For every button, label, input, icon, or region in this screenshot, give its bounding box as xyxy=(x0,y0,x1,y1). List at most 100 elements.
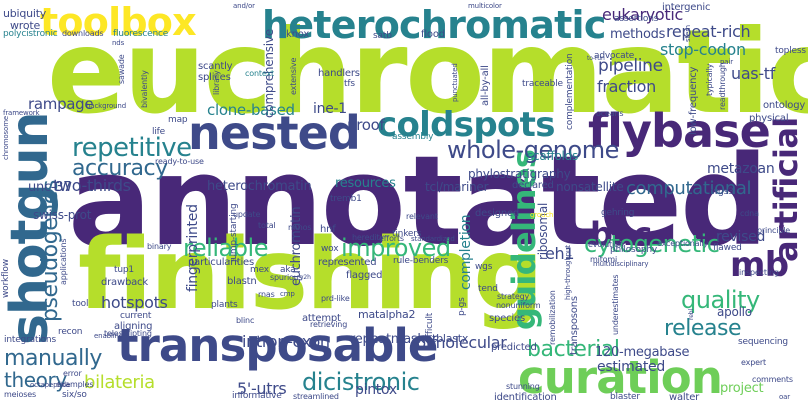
word-telescripting: telescripting xyxy=(104,329,152,338)
word-framework: framework xyxy=(3,109,40,117)
word-exceptionally: exceptionally xyxy=(657,239,709,248)
word-background: background xyxy=(86,102,127,110)
word-manually: manually xyxy=(4,346,103,371)
word-map: map xyxy=(168,115,188,125)
word-integrations: integrations xyxy=(4,335,56,345)
word-mitomi: mitomi xyxy=(590,255,618,264)
word-examples: examples xyxy=(56,380,94,389)
word-metazoan: metazoan xyxy=(707,161,775,177)
word-library: library xyxy=(212,70,221,95)
word-comments: comments xyxy=(752,375,793,384)
word-estimated: estimated xyxy=(597,359,665,375)
word-resources: resources xyxy=(335,176,396,191)
word-repeatmasker: repeatmasker xyxy=(350,332,438,347)
word-declared: declared xyxy=(512,180,554,191)
word-flood: flood xyxy=(421,29,445,40)
word-typically: typically xyxy=(705,63,714,96)
word-polycistronic: polycistronic xyxy=(3,29,58,39)
word-to-run: to-run xyxy=(587,55,605,62)
word-cdna: cdna xyxy=(740,209,759,218)
word-project: project xyxy=(720,381,764,396)
word-aligning: aligning xyxy=(114,321,153,332)
word-low-frequency: low-frequency xyxy=(688,66,699,135)
word-drawback: drawback xyxy=(101,277,148,288)
word-proof: proof xyxy=(347,116,385,134)
word-clone-based: clone-based xyxy=(207,101,295,119)
word-retrieving: retrieving xyxy=(310,320,348,329)
word-designed: designed xyxy=(475,208,520,219)
word-sawade: sawade xyxy=(117,54,126,84)
word-expert: expert xyxy=(741,358,766,367)
word-ine-1: ine-1 xyxy=(313,101,347,117)
word-informative: informative xyxy=(232,391,282,401)
word-blinc: blinc xyxy=(236,316,255,325)
word-heterochromatin: heterochromatin xyxy=(207,179,312,194)
word-scantly: scantly xyxy=(198,61,233,72)
word-topless: topless xyxy=(775,46,806,56)
word-pair: pair xyxy=(720,58,733,66)
word-evolution: evolution xyxy=(588,240,624,249)
word-ubiquity: ubiquity xyxy=(3,7,47,20)
word-mex: mex xyxy=(250,265,269,275)
word-total: total xyxy=(258,221,276,230)
word-high-throughput: high-throughput xyxy=(564,245,572,300)
word-completion: completion xyxy=(458,214,474,290)
word-complementation: complementation xyxy=(565,53,575,130)
word-nested: nested xyxy=(188,106,361,160)
word-walter: walter xyxy=(669,392,700,403)
word-difficult: difficult xyxy=(425,312,435,345)
word-attempt: attempt xyxy=(302,313,341,324)
word-underestimates: underestimates xyxy=(611,274,620,335)
word-extensive: extensive xyxy=(289,57,298,95)
word-heterochromatic: heterochromatic xyxy=(262,3,606,47)
word-physical: physical xyxy=(749,113,789,124)
word-fingerprinted: fingerprinted xyxy=(185,204,201,292)
word-spurious: spurious xyxy=(270,273,303,282)
word-assertions: assertions xyxy=(614,14,659,24)
word-and-or: and/or xyxy=(233,2,255,10)
word-meioses: meioses xyxy=(4,390,36,399)
word-plants: plants xyxy=(211,300,238,310)
word-pipeline: pipeline xyxy=(598,56,663,76)
word-intergenic: intergenic xyxy=(662,2,711,13)
word-nonuniform: nonuniform xyxy=(496,301,541,310)
word-hnf: hnf xyxy=(320,224,336,235)
word-mb: mb xyxy=(730,245,789,285)
word-chromosome: chromosome xyxy=(2,115,10,160)
word-efforts: efforts xyxy=(379,234,404,243)
word-5-utrs: 5'-utrs xyxy=(237,379,287,398)
word-bacterial: bacterial xyxy=(527,337,620,362)
word-flawed: flawed xyxy=(713,243,742,253)
word-stop-codon: stop-codon xyxy=(660,40,746,59)
word-advocate: advocate xyxy=(594,51,635,61)
word-rule-benders: rule-benders xyxy=(393,256,449,266)
word-matalpha2: matalpha2 xyxy=(358,308,416,321)
word-streamlined: streamlined xyxy=(293,392,339,401)
word-wrote: wrote xyxy=(10,19,40,32)
word-satb: satb xyxy=(373,31,392,41)
word-two-thirds: two-thirds xyxy=(53,176,131,195)
word-ready-to-use: ready-to-use xyxy=(155,157,204,166)
word-coldspots: coldspots xyxy=(377,105,555,145)
word-tup1: tup1 xyxy=(114,265,134,275)
word-120-megabase: 120-megabase xyxy=(595,345,690,360)
word-stunning: stunning xyxy=(506,382,540,391)
word-rnas: rnas xyxy=(258,290,275,299)
word-unc-37: unc-37 xyxy=(28,180,72,195)
word-wox: wox xyxy=(321,244,339,254)
word-fraction: fraction xyxy=(597,77,656,96)
word-enabling: enabling xyxy=(94,332,124,340)
word-nds: nds xyxy=(112,39,125,47)
word-computational: computational xyxy=(626,178,752,199)
word-finishing: finishing xyxy=(78,218,544,332)
word-recon: recon xyxy=(58,327,83,337)
word-relevant: relevant xyxy=(406,212,438,221)
word-rebl: rebl xyxy=(688,308,695,320)
word-workflow: workflow xyxy=(1,259,11,298)
word-artificial: artificial xyxy=(767,117,805,262)
word-minos: minos xyxy=(288,223,312,232)
word-heredity: heredity xyxy=(352,233,384,242)
word-six-so: six/so xyxy=(62,390,87,400)
word-splices: splices xyxy=(198,72,231,83)
